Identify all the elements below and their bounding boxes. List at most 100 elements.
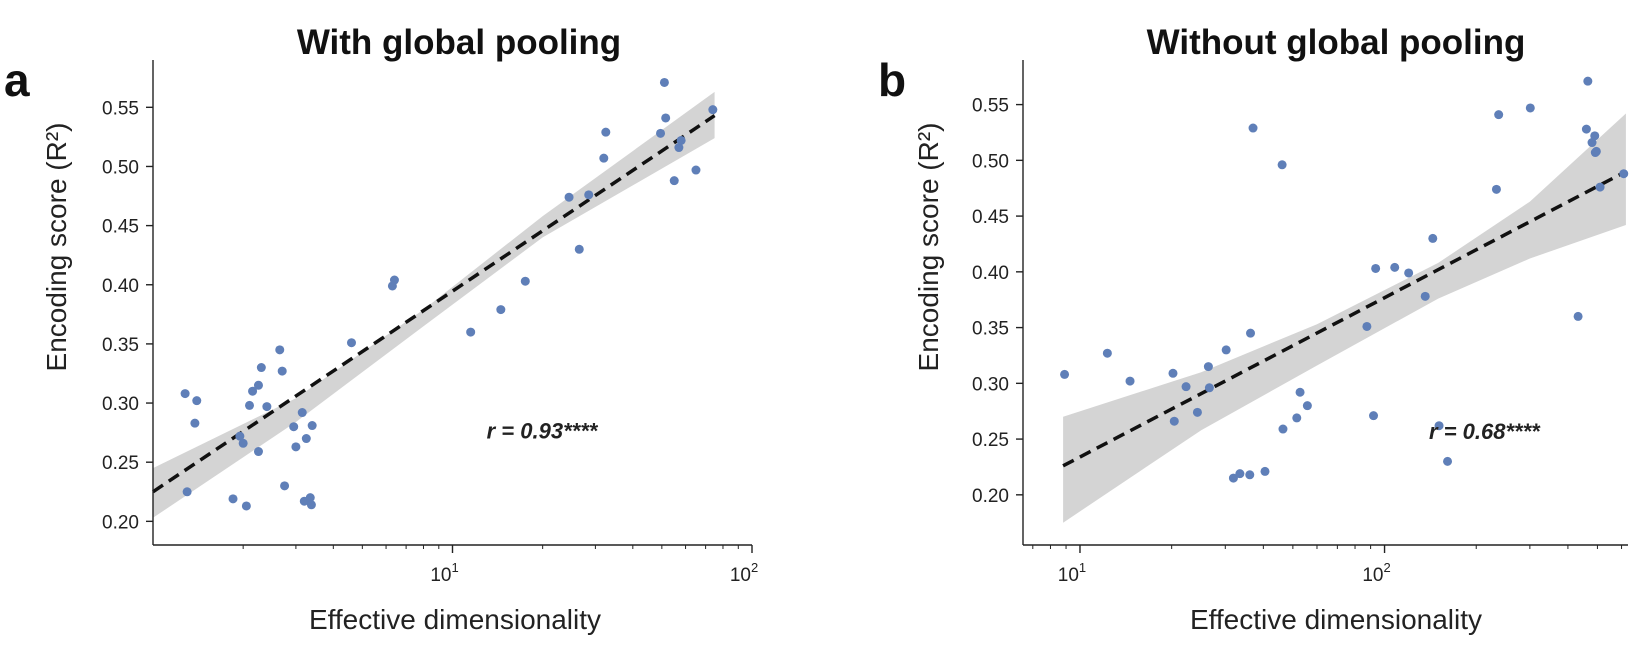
y-tick-label: 0.25 (102, 453, 139, 474)
data-point (1583, 76, 1593, 86)
data-point (1420, 291, 1430, 301)
data-point (574, 244, 584, 254)
data-point (277, 366, 287, 376)
data-point (291, 442, 301, 452)
data-point (1277, 160, 1287, 170)
x-axis-label-b: Effective dimensionality (1190, 604, 1482, 635)
data-point (307, 421, 317, 431)
y-tick-label: 0.45 (972, 207, 1009, 228)
data-point (192, 396, 202, 406)
data-point (1591, 146, 1601, 156)
data-point (1494, 110, 1504, 120)
y-tick-label: 0.35 (102, 335, 139, 356)
ci-band-layer-b (1063, 113, 1626, 523)
y-tick-label: 0.20 (972, 486, 1009, 507)
data-point (1228, 473, 1238, 483)
data-point (520, 276, 530, 286)
data-point (297, 408, 307, 418)
data-point (280, 481, 290, 491)
data-point (305, 493, 315, 503)
y-tick-label: 0.40 (102, 276, 139, 297)
data-point (1169, 416, 1179, 426)
confidence-band-a (153, 91, 715, 518)
data-point (1595, 182, 1605, 192)
data-point (235, 431, 245, 441)
correlation-annotation-a: r = 0.93**** (487, 419, 599, 444)
data-point (1491, 184, 1501, 194)
data-point (1060, 369, 1070, 379)
data-point (1204, 383, 1214, 393)
data-point (275, 345, 285, 355)
data-point (1390, 262, 1400, 272)
data-point (1192, 407, 1202, 417)
panel-letter-b: b (878, 54, 906, 106)
y-axis-label-b: Encoding score (R²) (913, 123, 944, 372)
axes-layer-a: 0.20 0.25 0.30 0.35 0.40 0.45 0.50 0.55 101 102 (102, 60, 758, 586)
x-tick-label: 101 (1058, 560, 1086, 586)
points-layer-b (1060, 76, 1629, 483)
y-tick-label: 0.30 (102, 394, 139, 415)
data-point (708, 105, 718, 115)
x-tick-label: 102 (730, 560, 758, 586)
data-point (466, 327, 476, 337)
regression-layer-b (1062, 169, 1627, 468)
data-point (1181, 382, 1191, 392)
x-tick-label: 101 (430, 560, 458, 586)
y-tick-label: 0.40 (972, 263, 1009, 284)
data-point (182, 487, 192, 497)
data-point (248, 386, 258, 396)
data-point (674, 143, 684, 153)
data-point (599, 153, 609, 163)
panel-title-b: Without global pooling (1147, 23, 1526, 62)
data-point (301, 434, 311, 444)
data-point (1235, 469, 1245, 479)
data-point (1443, 456, 1453, 466)
data-point (1573, 311, 1583, 321)
data-point (1168, 368, 1178, 378)
confidence-band-b (1063, 113, 1626, 523)
y-tick-label: 0.35 (972, 319, 1009, 340)
panel-letter-a: a (4, 54, 30, 106)
data-point (241, 501, 251, 511)
data-point (1248, 123, 1258, 133)
points-layer-a (180, 77, 718, 511)
data-point (346, 338, 356, 348)
data-point (1619, 169, 1629, 179)
y-tick-label: 0.55 (972, 96, 1009, 117)
data-point (661, 113, 671, 123)
data-point (1428, 233, 1438, 243)
data-point (669, 176, 679, 186)
data-point (1292, 413, 1302, 423)
y-axis-label-a: Encoding score (R²) (41, 123, 72, 372)
data-point (691, 165, 701, 175)
data-point (1102, 348, 1112, 358)
data-point (1371, 263, 1381, 273)
x-axis-label-a: Effective dimensionality (309, 604, 601, 635)
data-point (1590, 131, 1600, 141)
data-point (1260, 466, 1270, 476)
data-point (262, 402, 272, 412)
data-point (1369, 411, 1379, 421)
data-point (190, 418, 200, 428)
data-point (389, 275, 399, 285)
data-point (245, 400, 255, 410)
y-tick-label: 0.20 (102, 512, 139, 533)
data-point (601, 127, 611, 137)
data-point (584, 190, 594, 200)
x-tick-label: 102 (1362, 560, 1390, 586)
ci-band-layer-a (153, 91, 715, 518)
y-tick-label: 0.45 (102, 217, 139, 238)
data-point (564, 192, 574, 202)
data-point (1302, 401, 1312, 411)
data-point (1125, 376, 1135, 386)
data-point (656, 128, 666, 138)
data-point (1245, 470, 1255, 480)
data-point (496, 305, 506, 315)
y-tick-label: 0.50 (972, 151, 1009, 172)
data-point (1295, 387, 1305, 397)
panel-a: a With global pooling Encoding score (R²… (4, 23, 758, 635)
data-point (1434, 421, 1444, 431)
data-point (238, 438, 248, 448)
regression-line-b (1062, 169, 1627, 468)
data-point (180, 389, 190, 399)
